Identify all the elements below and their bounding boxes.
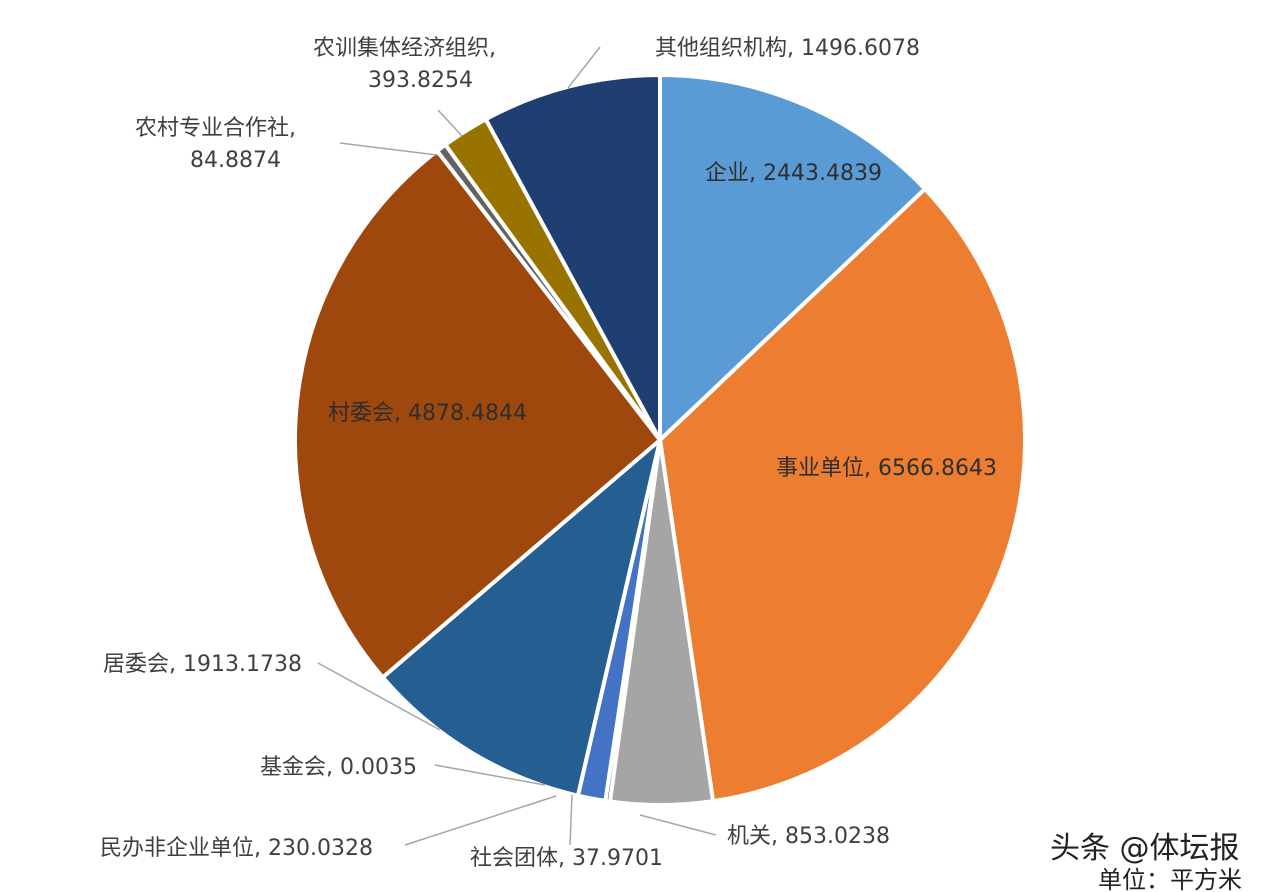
slice-label: 机关, 853.0238 bbox=[727, 824, 890, 849]
slice-label: 村委会, 4878.4844 bbox=[328, 401, 527, 426]
slice-label: 居委会, 1913.1738 bbox=[103, 652, 302, 677]
leader-line bbox=[404, 795, 557, 846]
slice-label: 其他组织机构, 1496.6078 bbox=[655, 36, 920, 61]
leader-line bbox=[567, 46, 601, 89]
leader-line bbox=[569, 794, 573, 846]
leader-line bbox=[434, 764, 546, 786]
slice-label: 企业, 2443.4839 bbox=[705, 161, 882, 186]
leader-line bbox=[437, 109, 463, 137]
slice-label: 基金会, 0.0035 bbox=[260, 755, 417, 780]
slice-value-label: 84.8874 bbox=[190, 148, 281, 173]
pie-slice bbox=[380, 438, 662, 798]
leader-line bbox=[339, 142, 438, 156]
leader-line bbox=[317, 662, 441, 731]
pie-slice bbox=[293, 148, 662, 680]
pie-slice bbox=[658, 186, 1027, 804]
pie-slice bbox=[658, 73, 927, 442]
slice-label: 民办非企业单位, 230.0328 bbox=[100, 836, 373, 861]
slice-label: 事业单位, 6566.8643 bbox=[776, 456, 997, 481]
slice-label: 社会团体, 37.9701 bbox=[470, 846, 663, 871]
slice-label: 农村专业合作社, bbox=[135, 116, 296, 141]
slice-label: 农训集体经济组织, bbox=[313, 36, 496, 61]
leader-line bbox=[639, 814, 717, 836]
slice-value-label: 393.8254 bbox=[368, 68, 473, 93]
